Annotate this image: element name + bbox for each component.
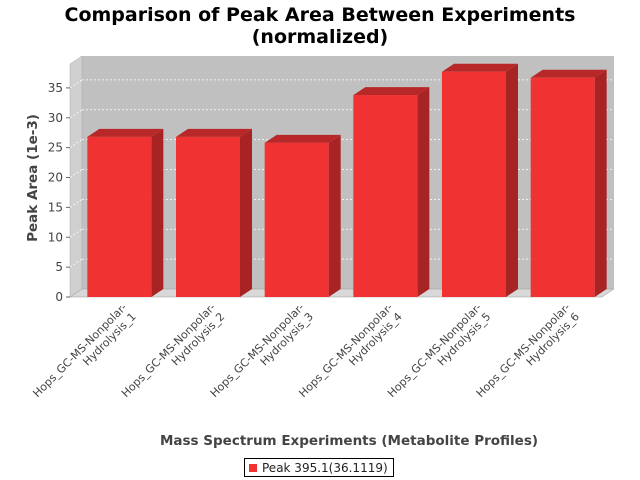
- bar-side: [594, 69, 607, 297]
- bar: [264, 134, 341, 297]
- bar-front: [264, 142, 329, 297]
- plot-left-wall: [69, 55, 83, 298]
- bar-side: [417, 87, 430, 297]
- bar: [176, 128, 252, 297]
- bar-side: [328, 134, 341, 297]
- gridlines: [69, 79, 614, 268]
- plot-back-wall: [82, 56, 614, 289]
- bar: [353, 87, 430, 297]
- bar-top: [264, 134, 341, 143]
- y-tick-label: 10: [48, 230, 63, 244]
- bars: [87, 63, 607, 298]
- y-tick-label: 35: [48, 81, 63, 95]
- bar: [442, 63, 518, 298]
- gridline: [69, 139, 83, 148]
- legend: Peak 395.1(36.1119): [244, 458, 394, 477]
- chart-title-line-2: (normalized): [252, 26, 389, 48]
- bar: [530, 69, 607, 297]
- legend-label: Peak 395.1(36.1119): [262, 460, 388, 475]
- bar-top: [353, 87, 430, 96]
- bar-side: [506, 63, 518, 298]
- chart-title-line-1: Comparison of Peak Area Between Experime…: [65, 4, 576, 26]
- plot-area: [69, 55, 615, 298]
- bar-top: [87, 128, 164, 137]
- bar-front: [530, 77, 595, 297]
- gridline: [69, 169, 83, 178]
- y-tick-label: 25: [48, 141, 63, 155]
- bar-front: [87, 136, 152, 297]
- bar-front: [353, 95, 418, 297]
- y-tick-label: 15: [48, 200, 63, 214]
- bar-side: [151, 128, 164, 297]
- y-tick-label: 30: [48, 111, 63, 125]
- x-axis-label: Mass Spectrum Experiments (Metabolite Pr…: [160, 433, 538, 449]
- gridline: [69, 109, 83, 119]
- x-axis: Hops_GC-MS-Nonpolar-Hydrolysis_1Hops_GC-…: [30, 301, 582, 400]
- bar-top: [442, 63, 518, 72]
- gridline: [69, 228, 83, 238]
- y-tick-label: 5: [55, 260, 63, 274]
- bar-top: [176, 128, 252, 137]
- y-axis-label: Peak Area (1e-3): [25, 114, 41, 242]
- bar-front: [442, 71, 506, 298]
- legend-swatch: [249, 463, 257, 472]
- gridline: [69, 258, 83, 268]
- bar-side: [240, 128, 252, 297]
- gridline: [69, 199, 83, 208]
- gridline: [69, 79, 83, 89]
- bar-front: [176, 136, 240, 297]
- y-tick-label: 20: [48, 171, 63, 185]
- bar-top: [530, 69, 607, 78]
- y-axis: 0 5 10 15 20 25 30 35: [48, 81, 70, 304]
- bar: [87, 128, 164, 297]
- y-tick-label: 0: [55, 290, 63, 304]
